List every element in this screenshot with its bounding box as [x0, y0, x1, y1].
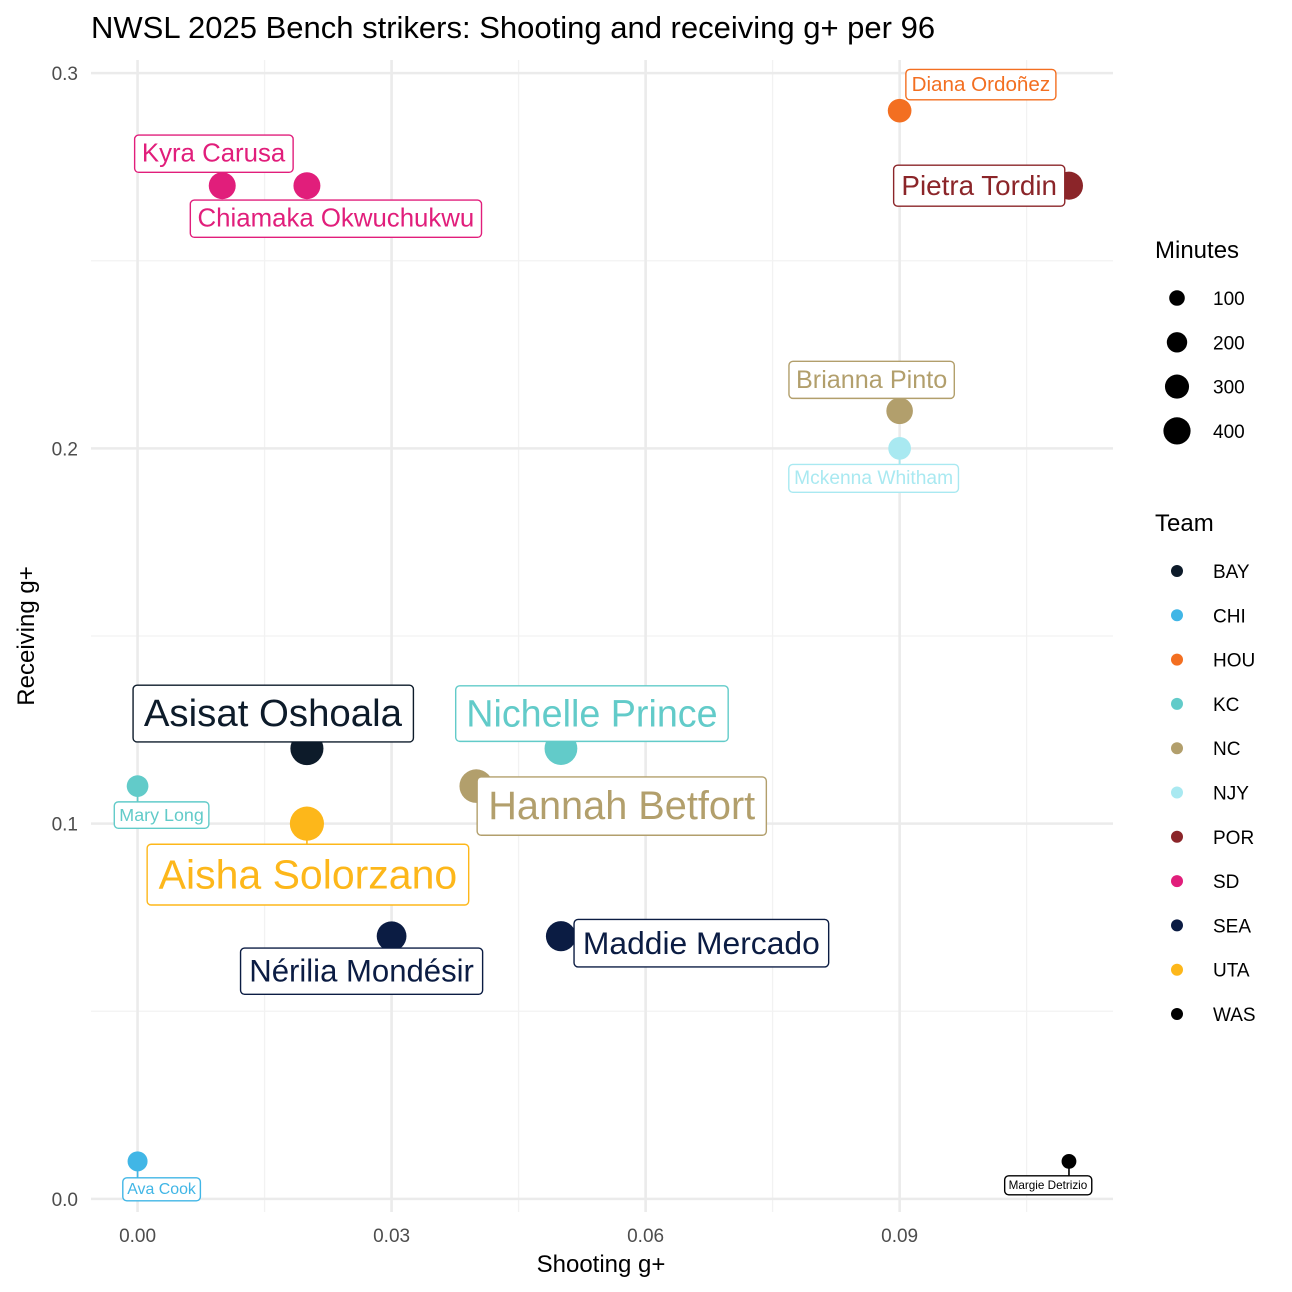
legend-team-swatch	[1171, 875, 1183, 888]
legend-minutes-swatch	[1164, 374, 1190, 399]
point-label-box	[132, 684, 415, 743]
legend-team-label: NJY	[1213, 784, 1249, 805]
y-axis-ticks: 0.0 0.1 0.2 0.3	[52, 64, 78, 1211]
point-label-text: Nérilia Mondésir	[249, 954, 474, 989]
point-label-box	[788, 463, 960, 494]
legend-minutes-swatch	[1166, 332, 1188, 353]
data-point	[887, 98, 912, 123]
legend-team-label: SEA	[1213, 916, 1251, 937]
legend-team-swatch	[1171, 565, 1183, 577]
point-label-text: Diana Ordoñez	[912, 73, 1051, 96]
y-tick-label: 0.3	[52, 64, 78, 85]
data-point	[545, 921, 576, 952]
x-tick-label: 0.03	[373, 1226, 410, 1247]
legend-team-label: BAY	[1213, 562, 1250, 583]
x-tick-label: 0.06	[627, 1226, 664, 1247]
legend-team-title: Team	[1155, 510, 1214, 537]
data-point	[1061, 1153, 1077, 1169]
legend-team-swatch	[1171, 919, 1183, 932]
legend-minutes-label: 400	[1213, 422, 1245, 443]
point-label-box	[146, 843, 470, 906]
point-label-text: Pietra Tordin	[901, 170, 1057, 201]
data-point	[376, 921, 407, 952]
legend-team: Team BAY CHI HOU KC NC NJY POR SD SEA UTA WAS	[1155, 510, 1256, 1026]
point-label-text: Ava Cook	[127, 1181, 196, 1198]
point-label-text: Mckenna Whitham	[794, 468, 953, 489]
data-point	[126, 775, 149, 797]
point-label-text: Aisha Solorzano	[159, 852, 458, 898]
legend-minutes-label: 300	[1213, 378, 1245, 399]
point-label-text: Asisat Oshoala	[144, 692, 403, 735]
legend-team-label: POR	[1213, 828, 1254, 849]
point-label-box	[1003, 1175, 1093, 1196]
data-point	[888, 437, 911, 460]
legend-team-swatch	[1171, 697, 1183, 710]
grid-minor	[91, 60, 1113, 1212]
legend-minutes-swatch	[1169, 290, 1185, 306]
point-label-text: Maddie Mercado	[583, 925, 820, 961]
legend-team-swatch	[1171, 653, 1183, 666]
legend-minutes-title: Minutes	[1155, 237, 1239, 264]
legend-team-label: KC	[1213, 695, 1239, 716]
point-label-text: Chiamaka Okwuchukwu	[198, 205, 475, 233]
data-point	[293, 172, 321, 200]
point-label-box	[892, 164, 1066, 207]
point-label-text: Mary Long	[119, 805, 204, 825]
legend-minutes: Minutes 100 200 300 400	[1155, 237, 1245, 445]
point-label-box	[239, 947, 484, 995]
point-label-box	[189, 199, 483, 239]
point-label-box	[573, 918, 830, 968]
legend-team-swatch	[1171, 830, 1183, 843]
data-point	[289, 806, 324, 841]
x-tick-label: 0.09	[881, 1226, 918, 1247]
data-point	[208, 172, 236, 200]
point-label-text: Brianna Pinto	[796, 366, 947, 394]
point-label-text: Kyra Carusa	[142, 140, 286, 168]
data-point	[127, 1151, 148, 1172]
point-labels: Diana Ordoñez Kyra Carusa Chiamaka Okwuchu…	[113, 68, 1093, 1202]
legend-team-swatch	[1171, 786, 1183, 799]
x-axis-label: Shooting g+	[537, 1251, 666, 1278]
point-label-box	[788, 360, 955, 400]
y-tick-label: 0.0	[52, 1190, 78, 1211]
point-label-box	[454, 685, 729, 743]
legend-team-label: CHI	[1213, 606, 1246, 627]
chart-title: NWSL 2025 Bench strikers: Shooting and r…	[91, 10, 935, 45]
legend-team-label: UTA	[1213, 961, 1250, 982]
legend-team-swatch	[1171, 609, 1183, 622]
legend-team-label: WAS	[1213, 1005, 1256, 1026]
point-label-text: Hannah Betfort	[488, 784, 755, 828]
data-points	[126, 98, 1084, 1172]
legend-team-swatch	[1171, 963, 1183, 976]
point-label-box	[113, 801, 210, 830]
legend-team-label: NC	[1213, 739, 1240, 760]
point-label-text: Margie Detrizio	[1009, 1179, 1088, 1192]
point-label-text: Nichelle Prince	[466, 693, 717, 735]
point-label-box	[133, 134, 294, 174]
legend-team-label: HOU	[1213, 651, 1255, 672]
legend-minutes-label: 200	[1213, 333, 1245, 354]
point-label-box	[122, 1177, 202, 1202]
x-tick-label: 0.00	[119, 1226, 156, 1247]
y-axis-label: Receiving g+	[13, 566, 40, 705]
legend-team-label: SD	[1213, 872, 1239, 893]
legend-team-swatch	[1171, 1008, 1183, 1020]
point-label-box	[905, 68, 1057, 101]
y-tick-label: 0.1	[52, 815, 78, 836]
x-axis-ticks: 0.00 0.03 0.06 0.09	[119, 1226, 918, 1247]
y-tick-label: 0.2	[52, 439, 78, 460]
point-label-box	[476, 776, 768, 836]
data-point	[886, 397, 913, 425]
legend-minutes-swatch	[1163, 417, 1191, 445]
legend-minutes-label: 100	[1213, 289, 1245, 310]
legend-team-swatch	[1171, 742, 1183, 755]
